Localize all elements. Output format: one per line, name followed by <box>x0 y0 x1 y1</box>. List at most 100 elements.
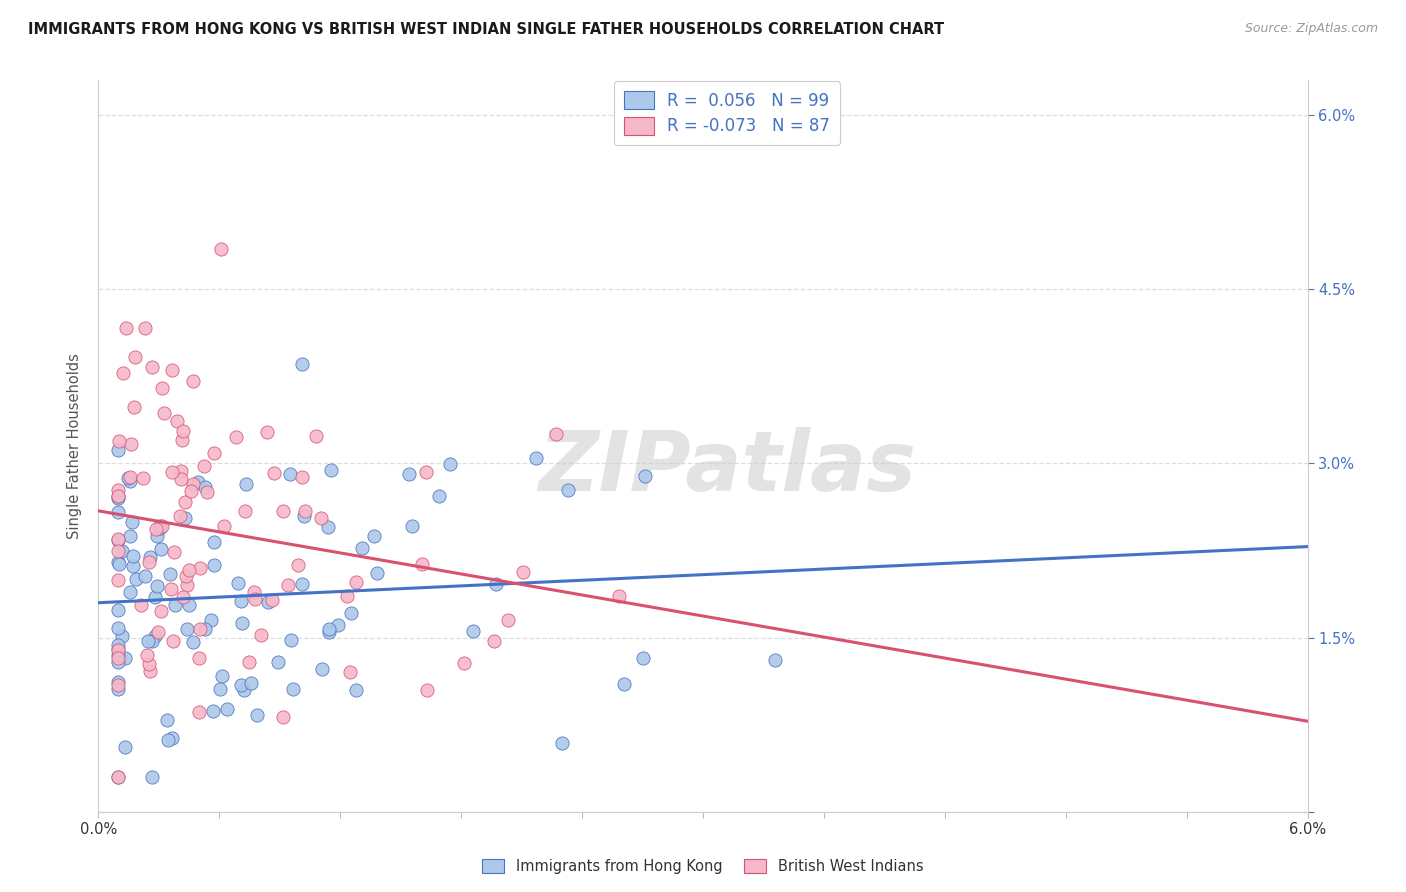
Point <box>344 682 367 697</box>
Point <box>111 629 134 643</box>
Point <box>172 424 194 438</box>
Point <box>202 558 225 572</box>
Point <box>613 677 636 691</box>
Point <box>107 573 129 587</box>
Point <box>114 320 136 334</box>
Point <box>181 476 204 491</box>
Point <box>263 466 285 480</box>
Point <box>484 633 506 648</box>
Point <box>179 563 201 577</box>
Point <box>120 437 142 451</box>
Point <box>311 662 333 676</box>
Point <box>524 451 547 466</box>
Point <box>172 433 194 447</box>
Point <box>172 590 194 604</box>
Point <box>153 406 176 420</box>
Point <box>122 558 145 573</box>
Point <box>107 675 129 690</box>
Point <box>111 544 134 558</box>
Point <box>141 770 163 784</box>
Point <box>150 380 173 394</box>
Point <box>398 467 420 482</box>
Point <box>129 598 152 612</box>
Point <box>292 508 315 523</box>
Point <box>427 489 450 503</box>
Point <box>107 558 129 572</box>
Point <box>139 665 162 679</box>
Point <box>195 485 218 500</box>
Point <box>194 622 217 636</box>
Point <box>141 634 163 648</box>
Point <box>366 566 388 580</box>
Point <box>136 634 159 648</box>
Point <box>139 550 162 565</box>
Point <box>183 374 205 388</box>
Point <box>415 683 437 698</box>
Point <box>114 740 136 755</box>
Point <box>411 557 433 571</box>
Point <box>229 594 252 608</box>
Point <box>461 624 484 638</box>
Point <box>256 425 278 439</box>
Point <box>107 655 129 669</box>
Point <box>131 471 153 485</box>
Point <box>260 593 283 607</box>
Point <box>150 542 173 557</box>
Point <box>340 606 363 620</box>
Point <box>401 518 423 533</box>
Point <box>160 363 183 377</box>
Point <box>107 533 129 548</box>
Point <box>363 529 385 543</box>
Point <box>107 555 129 569</box>
Point <box>145 579 167 593</box>
Point <box>250 628 273 642</box>
Point <box>163 545 186 559</box>
Point <box>204 446 226 460</box>
Point <box>107 621 129 635</box>
Point <box>149 518 172 533</box>
Point <box>209 681 232 696</box>
Point <box>143 629 166 643</box>
Legend: Immigrants from Hong Kong, British West Indians: Immigrants from Hong Kong, British West … <box>477 854 929 880</box>
Point <box>173 495 195 509</box>
Point <box>257 595 280 609</box>
Text: ZIPatlas: ZIPatlas <box>538 427 917 508</box>
Point <box>212 519 235 533</box>
Point <box>211 669 233 683</box>
Point <box>166 414 188 428</box>
Point <box>156 733 179 747</box>
Point <box>485 576 508 591</box>
Point <box>107 677 129 691</box>
Point <box>107 682 129 697</box>
Point <box>551 736 574 750</box>
Point <box>107 544 129 558</box>
Point <box>165 598 187 612</box>
Point <box>141 360 163 375</box>
Point <box>169 464 191 478</box>
Point <box>228 576 250 591</box>
Point <box>318 624 340 639</box>
Point <box>277 578 299 592</box>
Point <box>453 656 475 670</box>
Point <box>107 489 129 503</box>
Point <box>233 504 256 518</box>
Point <box>136 648 159 662</box>
Point <box>107 641 129 656</box>
Point <box>188 623 211 637</box>
Point <box>107 770 129 784</box>
Point <box>107 638 129 652</box>
Point <box>352 541 374 556</box>
Point <box>271 504 294 518</box>
Point <box>183 635 205 649</box>
Point <box>174 569 197 583</box>
Point <box>496 613 519 627</box>
Point <box>439 457 461 471</box>
Point <box>344 575 367 590</box>
Legend: R =  0.056   N = 99, R = -0.073   N = 87: R = 0.056 N = 99, R = -0.073 N = 87 <box>614 81 841 145</box>
Point <box>124 572 146 586</box>
Point <box>160 731 183 745</box>
Point <box>194 480 217 494</box>
Point <box>107 532 129 546</box>
Point <box>134 321 156 335</box>
Point <box>117 471 139 485</box>
